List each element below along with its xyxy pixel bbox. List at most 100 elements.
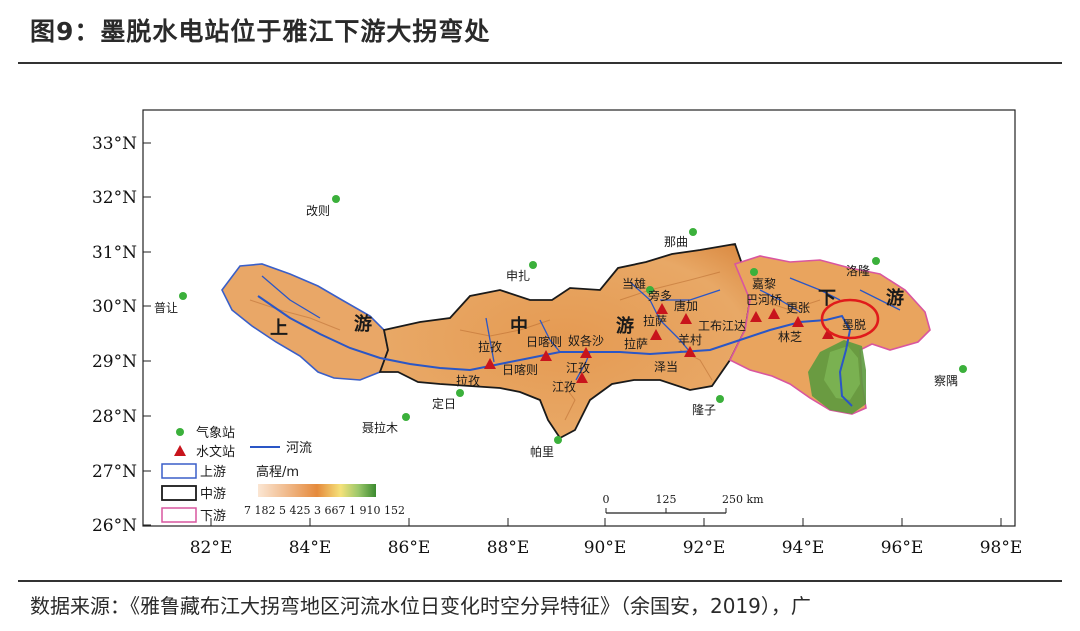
svg-text:250 km: 250 km [722, 493, 764, 506]
weather-station-marker [456, 389, 464, 397]
weather-station-label: 嘉黎 [752, 277, 776, 291]
source-rule [18, 580, 1062, 582]
lat-tick: 29°N [92, 352, 137, 372]
lon-tick: 82°E [190, 538, 233, 558]
weather-station-marker [689, 228, 697, 236]
weather-station-marker [332, 195, 340, 203]
middle-label: 中 [510, 315, 528, 337]
weather-station-marker [959, 365, 967, 373]
middle-label: 游 [616, 315, 634, 337]
lon-tick: 90°E [584, 538, 627, 558]
legend-hydro-label: 水文站 [196, 445, 235, 460]
hydro-station-marker [768, 308, 780, 319]
lat-tick: 28°N [92, 407, 137, 427]
legend-lower-swatch [161, 507, 197, 523]
hydro-station-marker [792, 316, 804, 327]
lower-label: 游 [886, 287, 904, 309]
weather-station-marker [179, 292, 187, 300]
hydro-station-marker [680, 313, 692, 324]
tributaries [261, 275, 901, 381]
svg-text:拉孜: 拉孜 [478, 339, 502, 354]
hydro-station-marker [484, 358, 496, 369]
svg-text:拉孜: 拉孜 [456, 373, 480, 388]
weather-station-label: 聂拉木 [362, 420, 398, 435]
weather-station-marker [529, 261, 537, 269]
hydro-station-marker [540, 350, 552, 361]
hydro-station-marker [684, 346, 696, 357]
lon-tick: 96°E [881, 538, 924, 558]
lon-tick: 84°E [289, 538, 332, 558]
upper-label: 游 [354, 313, 372, 335]
lon-tick: 98°E [980, 538, 1023, 558]
svg-text:拉萨: 拉萨 [624, 336, 648, 351]
weather-station-marker [402, 413, 410, 421]
svg-text:旁多: 旁多 [648, 288, 672, 303]
lat-tick: 26°N [92, 516, 137, 536]
upper-label: 上 [270, 318, 288, 339]
hydro-stations [484, 303, 834, 383]
lon-tick: 94°E [782, 538, 825, 558]
scale-bar: 0 125 250 km [603, 493, 764, 514]
title-rule [18, 62, 1062, 64]
svg-text:羊村: 羊村 [678, 332, 702, 347]
weather-station-label: 普让 [154, 301, 178, 315]
hydro-station-marker [656, 303, 668, 314]
legend-elevation-title: 高程/m [256, 464, 299, 480]
legend-hydro-icon [174, 445, 186, 456]
hydro-station-marker [576, 372, 588, 383]
svg-text:江孜: 江孜 [566, 361, 590, 375]
svg-text:0: 0 [603, 493, 610, 506]
svg-text:日喀则: 日喀则 [526, 335, 562, 349]
weather-station-label: 申扎 [506, 269, 530, 283]
main-river [257, 295, 853, 407]
lon-tick: 88°E [487, 538, 530, 558]
weather-station-label: 察隅 [934, 374, 958, 388]
lower-label: 下 [818, 288, 836, 309]
svg-text:江孜: 江孜 [552, 380, 576, 394]
weather-stations: 改则 普让 申扎 那曲 当雄 嘉黎 洛隆 察隅 隆子 帕里 定日 聂拉木 [154, 195, 967, 459]
hydro-station-labels: 拉孜 日喀则 奴各沙 江孜 羊村 拉萨 唐加 工布江达 巴河桥 更张 林芝 墨脱… [456, 288, 866, 394]
hydro-station-marker [580, 347, 592, 358]
weather-station-marker [646, 286, 654, 294]
svg-text:唐加: 唐加 [674, 298, 698, 313]
figure-title: 图9：墨脱水电站位于雅江下游大拐弯处 [30, 17, 491, 46]
weather-station-marker [716, 395, 724, 403]
legend-elevation-bar [258, 484, 376, 497]
lat-tick: 27°N [92, 462, 137, 482]
terrain-ridges [249, 271, 821, 421]
lat-tick: 32°N [92, 188, 137, 208]
lowland-terrain-light [824, 346, 860, 400]
svg-text:更张: 更张 [786, 301, 810, 315]
latitude-axis: 33°N 32°N 31°N 30°N 29°N 28°N 27°N 26°N [92, 134, 151, 536]
svg-text:工布江达: 工布江达 [698, 319, 746, 333]
hydro-station-marker [822, 328, 834, 339]
weather-station-label: 洛隆 [846, 263, 870, 278]
legend-lower-label: 下游 [200, 509, 226, 524]
lon-tick: 86°E [388, 538, 431, 558]
hydro-station-marker [650, 329, 662, 340]
svg-text:奴各沙: 奴各沙 [568, 333, 604, 348]
weather-station-label: 定日 [432, 396, 456, 411]
weather-station-label: 那曲 [664, 235, 688, 249]
legend-middle-swatch [161, 485, 197, 501]
legend-weather-icon [176, 428, 184, 436]
motuo-highlight-circle [820, 298, 880, 340]
svg-text:墨脱: 墨脱 [842, 317, 866, 332]
weather-station-marker [872, 257, 880, 265]
legend-upper-label: 上游 [200, 465, 226, 480]
svg-text:泽当: 泽当 [654, 360, 678, 374]
weather-station-label: 改则 [306, 204, 330, 218]
svg-text:林芝: 林芝 [778, 329, 802, 344]
hydro-station-marker [750, 311, 762, 322]
weather-station-label: 帕里 [530, 444, 554, 459]
longitude-axis: 82°E 84°E 86°E 88°E 90°E 92°E 94°E 96°E … [190, 518, 1023, 558]
svg-text:巴河桥: 巴河桥 [746, 293, 782, 307]
weather-station-label: 隆子 [692, 402, 716, 417]
svg-text:拉萨: 拉萨 [643, 313, 667, 328]
weather-station-marker [750, 268, 758, 276]
legend-river-label: 河流 [286, 441, 312, 456]
weather-station-marker [554, 436, 562, 444]
legend: 气象站 水文站 河流 上游 中游 下游 高程/m 7 182 5 425 3 6… [161, 425, 405, 524]
lat-tick: 30°N [92, 297, 137, 317]
